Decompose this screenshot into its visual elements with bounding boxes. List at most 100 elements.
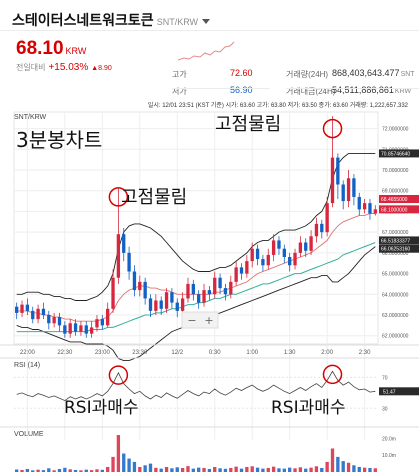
volume-bar — [362, 467, 367, 472]
candle-body — [298, 242, 303, 253]
volume-bar — [180, 467, 185, 472]
low-value: 56.90 — [230, 85, 253, 95]
price-tag — [379, 205, 419, 214]
candle-body — [197, 294, 201, 303]
moving-average-teal-line — [16, 242, 376, 333]
volume-bar — [111, 456, 115, 472]
candle-body — [52, 317, 56, 324]
candle-body — [73, 323, 78, 332]
volume-tick-label: 10.0m — [382, 453, 396, 459]
annotation-rsi-overbought-right: RSI과매수 — [271, 398, 346, 418]
chevron-down-icon[interactable] — [202, 18, 211, 24]
volume-bar — [132, 461, 137, 472]
candle-body — [271, 240, 276, 255]
header-divider — [0, 30, 419, 31]
price-change: 전일대비 +15.03% ▲8.90 — [16, 62, 112, 73]
time-tick-label: 22:00 — [20, 350, 36, 356]
volume-bar — [170, 468, 174, 472]
amount-24h: 54,511,886,861KRW — [332, 85, 411, 95]
candle-body — [309, 236, 313, 251]
candle-body — [79, 325, 83, 332]
volume-bar — [309, 467, 313, 472]
volume-bar — [207, 468, 212, 472]
candle-body — [148, 298, 153, 311]
volume-bar — [148, 463, 153, 472]
zoom-controls: − + — [181, 311, 219, 329]
volume-bar — [63, 467, 67, 472]
price-tick-label: 72.0000000 — [382, 127, 409, 133]
time-tick-label: 23:00 — [95, 350, 111, 356]
volume-label: 거래량(24H) — [286, 70, 329, 79]
highlight-circle — [108, 187, 129, 207]
volume-bar — [368, 467, 372, 472]
price-tick-label: 63.0000000 — [382, 313, 409, 319]
high-value: 72.60 — [230, 68, 253, 78]
candle-body — [368, 203, 372, 214]
volume-bar — [288, 467, 292, 472]
rsi-panel: 70 30 51.47 — [0, 357, 419, 412]
candle-body — [164, 292, 169, 309]
candle-body — [25, 304, 30, 311]
candle-body — [132, 271, 137, 291]
zoom-out-button[interactable]: − — [187, 314, 196, 327]
volume-bar — [245, 466, 249, 472]
volume-bar — [229, 467, 233, 472]
price-axis: 72.000000071.000000070.000000069.0000000… — [379, 127, 419, 340]
candle-body — [106, 308, 110, 326]
candle-body — [213, 277, 217, 295]
volume-bar — [255, 467, 260, 472]
volume-bar — [57, 468, 62, 472]
candle-body — [266, 254, 270, 266]
volume-bar — [36, 469, 40, 472]
rsi-value-tag — [379, 387, 419, 396]
zoom-in-button[interactable]: + — [204, 314, 213, 327]
price-tag-label: 68.1000000 — [381, 207, 408, 213]
volume-bar — [186, 466, 190, 472]
candle-body — [31, 310, 35, 320]
candle-body — [352, 178, 356, 197]
volume-bar — [100, 469, 104, 472]
volume-tick-label: 20.0m — [382, 436, 396, 442]
candle-body — [304, 242, 308, 251]
price-tick-label: 66.0000000 — [382, 251, 409, 257]
volume-value: 868,403,643.477 — [332, 68, 400, 78]
pair-label: SNT/KRW — [156, 17, 199, 27]
volume-bar — [357, 466, 361, 472]
amount-value: 54,511,886,861 — [332, 85, 394, 95]
candle-body — [288, 257, 292, 266]
volume-unit: SNT — [400, 71, 415, 78]
candle-body — [47, 315, 51, 324]
volume-bar — [79, 470, 83, 472]
volume-bar — [47, 468, 51, 472]
volume-bar — [330, 448, 335, 472]
candle-body — [373, 209, 377, 214]
volume-bar — [373, 468, 377, 472]
price-tag-label: 66.06253160 — [381, 247, 410, 253]
highlight-circle — [108, 365, 129, 385]
candle-body — [218, 277, 222, 289]
candles — [15, 116, 377, 338]
price-tag — [379, 236, 419, 245]
price-tag-label: 66.51833377 — [381, 238, 410, 244]
volume-bar — [20, 469, 24, 472]
bollinger-upper-line — [16, 152, 376, 301]
volume-bar — [320, 467, 324, 472]
volume-bar — [197, 467, 201, 472]
current-price: 68.10 KRW — [16, 38, 86, 60]
volume-panel: 20.0m 10.0m — [0, 426, 419, 472]
ticker-header: 스테이터스네트워크토큰 SNT/KRW 68.10 KRW 전일대비 +15.03% ▲… — [0, 0, 419, 100]
volume-bar — [213, 466, 217, 472]
annotation-fixed-peak-right: 고점물림 — [215, 114, 282, 135]
volume-bar — [266, 467, 270, 472]
price-tick-label: 69.0000000 — [382, 189, 409, 195]
volume-bar — [41, 470, 46, 472]
price-tick-label: 62.0000000 — [382, 334, 409, 340]
candlestick-chart[interactable]: 20.0m 10.0m 72.000000071.000000070.000000… — [0, 100, 419, 472]
candle-body — [95, 319, 99, 328]
volume-bar — [218, 468, 222, 472]
coin-selector[interactable]: 스테이터스네트워크토큰 SNT/KRW — [12, 10, 211, 30]
candle-body — [346, 178, 351, 202]
time-tick-label: 1:00 — [246, 350, 258, 356]
volume-bar — [25, 468, 30, 472]
volume-bar — [175, 467, 179, 472]
